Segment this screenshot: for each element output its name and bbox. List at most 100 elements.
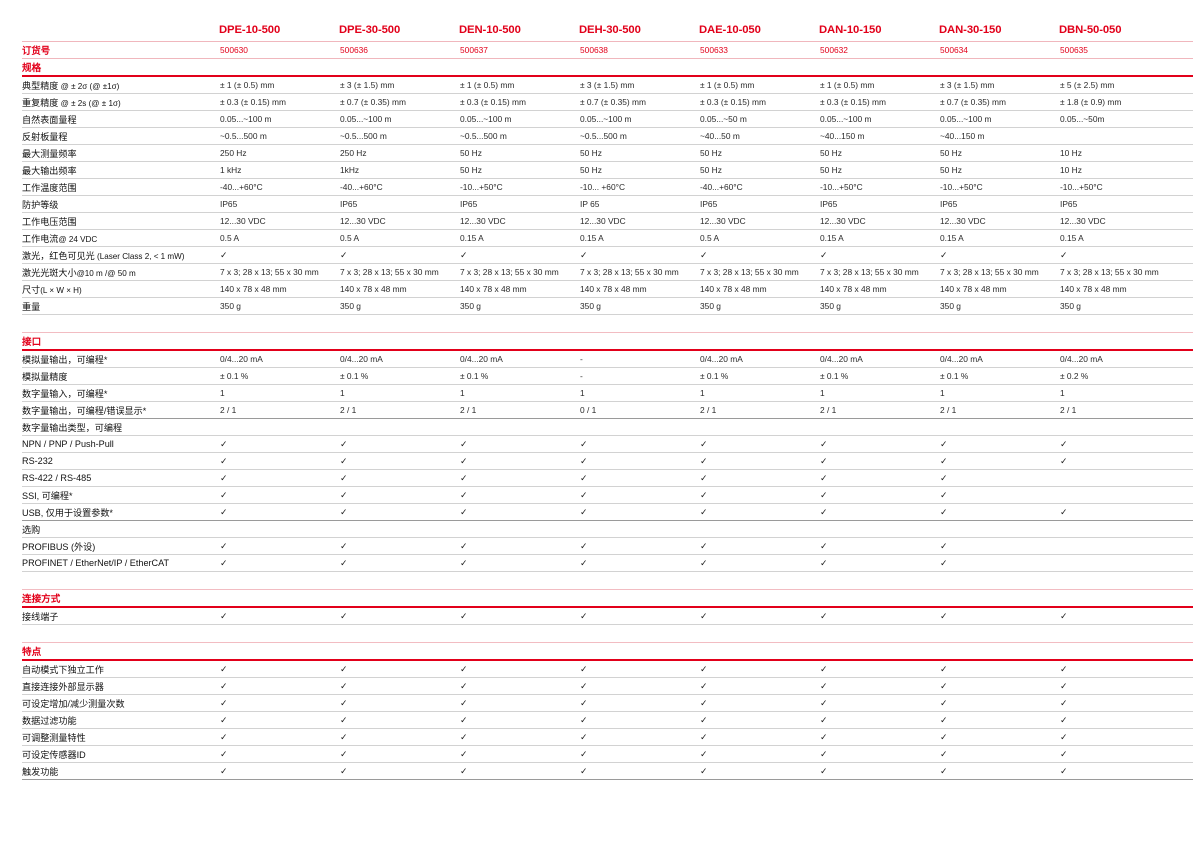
- cell-value: -10...+50°C: [939, 178, 1059, 196]
- cell-value: [219, 418, 339, 436]
- model-header-cell: DAE-10-050: [699, 20, 819, 42]
- cell-value: 1: [1059, 384, 1193, 402]
- check-icon: ✓: [699, 503, 819, 521]
- row-label-main: 重量: [22, 302, 41, 312]
- check-icon: ✓: [579, 711, 699, 729]
- section-spacer-cell: [819, 58, 939, 77]
- table-row: 工作电压范围 12...30 VDC 12...30 VDC 12...30 VDC 1…: [22, 212, 1193, 230]
- cell-value: [1059, 537, 1193, 555]
- cell-value: IP65: [819, 195, 939, 213]
- table-row: RS-422 / RS-485 ✓ ✓ ✓ ✓ ✓ ✓ ✓: [22, 469, 1193, 487]
- model-name: DAN-10-150: [819, 24, 882, 36]
- check-icon: ✓: [819, 537, 939, 555]
- cell-value: [339, 418, 459, 436]
- cell-value: 0.05...~100 m: [939, 110, 1059, 128]
- cell-value: -10...+50°C: [819, 178, 939, 196]
- cell-value: 0.05...~100 m: [459, 110, 579, 128]
- row-label: 数据过滤功能: [22, 711, 219, 729]
- cell-value: [1059, 554, 1193, 572]
- cell-value: ± 1 (± 0.5) mm: [459, 76, 579, 94]
- section-spacer-cell: [339, 332, 459, 351]
- cell-value: ± 0.1 %: [819, 367, 939, 385]
- check-icon: ✓: [339, 452, 459, 470]
- check-icon: ✓: [939, 469, 1059, 487]
- check-icon: ✓: [459, 694, 579, 712]
- check-icon: ✓: [579, 537, 699, 555]
- check-icon: ✓: [579, 762, 699, 780]
- cell-value: 140 x 78 x 48 mm: [939, 280, 1059, 298]
- cell-value: 0.05...~100 m: [219, 110, 339, 128]
- table-row: 数据过滤功能 ✓ ✓ ✓ ✓ ✓ ✓ ✓ ✓: [22, 711, 1193, 729]
- cell-value: 140 x 78 x 48 mm: [339, 280, 459, 298]
- check-icon: ✓: [219, 711, 339, 729]
- table-row: 典型精度 @ ± 2σ (@ ±1σ) ± 1 (± 0.5) mm ± 3 (± …: [22, 76, 1193, 94]
- section-spacer-cell: [579, 58, 699, 77]
- gap-cell: [219, 314, 339, 333]
- section-spacer-cell: [459, 589, 579, 608]
- section-spacer-cell: [219, 589, 339, 608]
- gap-cell: [339, 624, 459, 643]
- cell-value: ± 1 (± 0.5) mm: [219, 76, 339, 94]
- cell-value: 12...30 VDC: [219, 212, 339, 230]
- cell-value: ~40...50 m: [699, 127, 819, 145]
- check-icon: ✓: [819, 452, 939, 470]
- check-icon: ✓: [579, 435, 699, 453]
- cell-value: [819, 520, 939, 538]
- check-icon: ✓: [1059, 711, 1193, 729]
- row-label: 模拟量输出，可编程*: [22, 350, 219, 368]
- check-icon: ✓: [1059, 452, 1193, 470]
- order-number-value: 500638: [579, 41, 699, 59]
- check-icon: ✓: [579, 469, 699, 487]
- check-icon: ✓: [699, 246, 819, 264]
- order-number-value: 500632: [819, 41, 939, 59]
- check-icon: ✓: [579, 677, 699, 695]
- row-label: 最大测量频率: [22, 144, 219, 162]
- model-name: DPE-10-500: [219, 24, 281, 36]
- cell-value: 7 x 3; 28 x 13; 55 x 30 mm: [819, 263, 939, 281]
- cell-value: 0.5 A: [699, 229, 819, 247]
- check-icon: ✓: [819, 435, 939, 453]
- cell-value: ± 0.1 %: [339, 367, 459, 385]
- cell-value: 2 / 1: [339, 401, 459, 419]
- section-spacer-cell: [939, 589, 1059, 608]
- gap-cell: [22, 571, 219, 590]
- table-row: 工作温度范围 -40...+60°C -40...+60°C -10...+50°C -…: [22, 178, 1193, 196]
- cell-value: 2 / 1: [459, 401, 579, 419]
- row-label-sub: (L × W × H): [40, 286, 82, 295]
- cell-value: -: [579, 350, 699, 368]
- check-icon: ✓: [699, 745, 819, 763]
- cell-value: 1: [219, 384, 339, 402]
- cell-value: 12...30 VDC: [819, 212, 939, 230]
- table-row: USB, 仅用于设置参数* ✓ ✓ ✓ ✓ ✓ ✓ ✓ ✓: [22, 503, 1193, 521]
- row-label: 重量: [22, 297, 219, 315]
- section-connection-header: 连接方式: [22, 589, 1193, 608]
- check-icon: ✓: [459, 503, 579, 521]
- check-icon: ✓: [699, 711, 819, 729]
- check-icon: ✓: [579, 694, 699, 712]
- row-label-main: 可设定传感器ID: [22, 750, 86, 760]
- check-icon: ✓: [339, 537, 459, 555]
- check-icon: ✓: [339, 469, 459, 487]
- gap-cell: [459, 624, 579, 643]
- section-spacer-cell: [1059, 642, 1193, 661]
- cell-value: 7 x 3; 28 x 13; 55 x 30 mm: [219, 263, 339, 281]
- row-label: PROFINET / EtherNet/IP / EtherCAT: [22, 554, 219, 572]
- check-icon: ✓: [819, 607, 939, 625]
- table-row: NPN / PNP / Push-Pull ✓ ✓ ✓ ✓ ✓ ✓ ✓ ✓: [22, 435, 1193, 453]
- check-icon: ✓: [459, 677, 579, 695]
- check-icon: ✓: [579, 660, 699, 678]
- cell-value: 1: [459, 384, 579, 402]
- section-spacer-cell: [819, 589, 939, 608]
- row-label-main: 直接连接外部显示器: [22, 682, 104, 692]
- order-number-row: 订货号 500630 500636 500637 500638 500633 500632 5…: [22, 41, 1193, 59]
- row-label: 防护等级: [22, 195, 219, 213]
- check-icon: ✓: [459, 607, 579, 625]
- row-label-main: 可调整测量特性: [22, 733, 86, 743]
- gap-cell: [219, 571, 339, 590]
- cell-value: 1: [579, 384, 699, 402]
- section-spacer-cell: [219, 642, 339, 661]
- table-row: 模拟量输出，可编程* 0/4...20 mA 0/4...20 mA 0/4...20…: [22, 350, 1193, 368]
- check-icon: ✓: [699, 452, 819, 470]
- cell-value: 2 / 1: [219, 401, 339, 419]
